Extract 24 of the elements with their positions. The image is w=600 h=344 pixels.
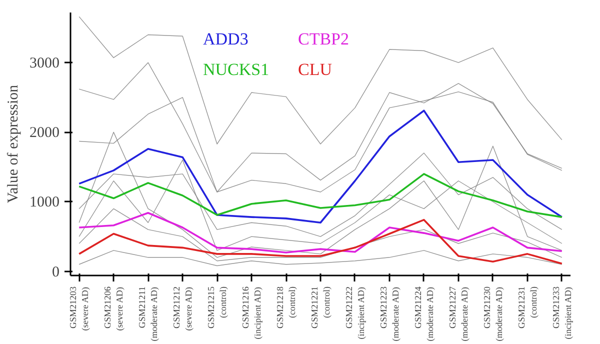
x-tick-label: GSM21216 (incipient AD): [240, 286, 263, 340]
x-tick-label: GSM21230 (moderate AD): [482, 286, 504, 342]
x-tick-label: GSM21203 (severe AD): [68, 286, 90, 331]
y-axis-title: Value of expression: [6, 84, 22, 204]
text: CTBP2: [298, 30, 350, 49]
text: NUCKS1: [203, 60, 270, 79]
y-tick-label: 1000: [30, 194, 60, 211]
x-tick-label: GSM21215 (control): [206, 286, 228, 329]
x-tick-label: GSM21227 (moderate AD): [447, 286, 470, 342]
x-tick-label: GSM21223 (moderate AD): [378, 286, 400, 342]
x-tick-label: GSM21211 (moderate AD): [137, 286, 160, 342]
y-tick-label: 0: [52, 264, 60, 280]
x-tick-label: GSM21224 (moderate AD): [412, 286, 435, 342]
x-tick-label: GSM21231 (control): [516, 286, 538, 329]
y-tick-label: 2000: [30, 125, 60, 142]
x-tick-label: GSM21233 (incipient AD): [550, 286, 573, 340]
text: ADD3: [203, 30, 248, 49]
x-tick-label: GSM21206 (severe AD): [102, 286, 125, 331]
text: CLU: [298, 60, 332, 79]
x-tick-label: GSM21222 (incipient AD): [344, 286, 366, 340]
x-tick-label: GSM21221 (control): [310, 286, 332, 329]
y-tick-label: 3000: [30, 56, 60, 72]
x-tick-label: GSM21212 (severe AD): [172, 286, 194, 331]
x-tick-label: GSM21218 (control): [275, 286, 298, 329]
